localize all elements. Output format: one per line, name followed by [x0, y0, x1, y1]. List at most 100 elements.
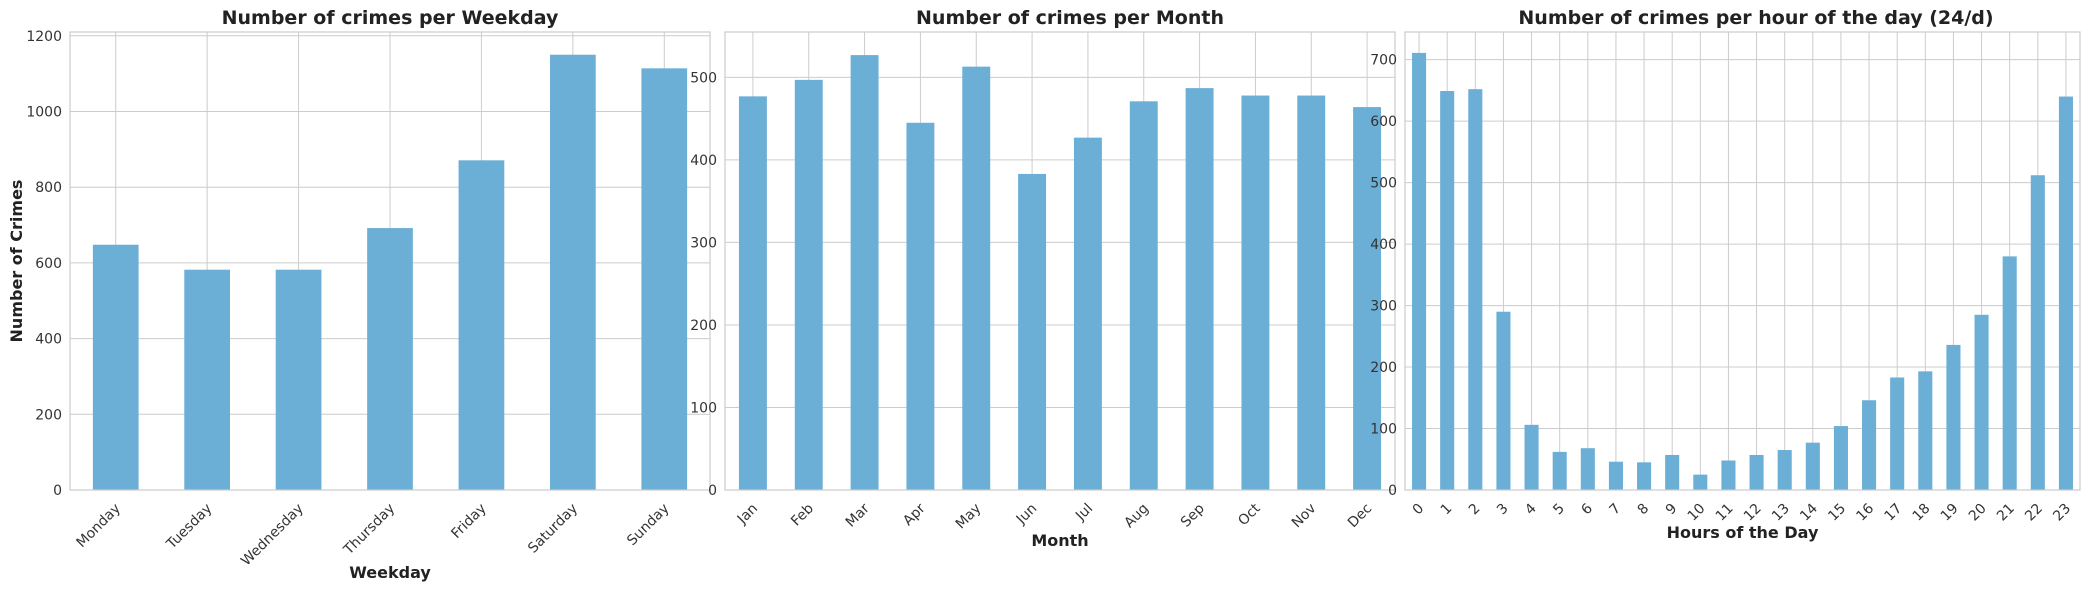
x-axis-label: Weekday [349, 563, 431, 582]
x-tick-label: Monday [74, 501, 124, 551]
bar-15 [1833, 426, 1848, 490]
y-tick-label: 700 [1370, 53, 1397, 69]
bar-oct [1241, 95, 1270, 490]
y-tick-label: 400 [690, 153, 717, 169]
x-tick-label: 14 [1797, 501, 1821, 525]
x-tick-label: 1 [1438, 501, 1456, 519]
y-tick-label: 0 [708, 483, 717, 499]
x-tick-label: Wednesday [238, 501, 307, 570]
y-tick-label: 200 [690, 318, 717, 334]
x-tick-label: 12 [1741, 501, 1765, 525]
x-axis-label: Month [1031, 531, 1088, 550]
x-tick-label: Jan [734, 501, 761, 528]
bar-6 [1580, 448, 1595, 490]
x-tick-label: 3 [1494, 501, 1512, 519]
x-axis-label: Hours of the Day [1667, 523, 1819, 542]
y-tick-label: 600 [1370, 114, 1397, 130]
bar-feb [794, 79, 823, 490]
x-tick-label: 19 [1938, 501, 1962, 525]
y-tick-label: 400 [1370, 237, 1397, 253]
bar-wednesday [275, 269, 322, 490]
bar-sep [1185, 88, 1214, 490]
bar-aug [1129, 101, 1158, 491]
y-tick-label: 0 [1388, 483, 1397, 499]
x-tick-label: 10 [1685, 501, 1709, 525]
bar-dec [1353, 107, 1382, 491]
bar-monday [92, 244, 139, 490]
bar-sunday [641, 68, 688, 490]
bar-11 [1721, 460, 1736, 490]
bar-18 [1918, 371, 1933, 490]
x-tick-label: 9 [1663, 501, 1681, 519]
chart-title: Number of crimes per Weekday [222, 7, 559, 29]
plot-frame [69, 31, 711, 491]
bar-jan [738, 96, 767, 491]
x-tick-label: Sep [1178, 501, 1208, 531]
x-tick-label: 0 [1410, 501, 1428, 519]
bar-2 [1468, 89, 1483, 490]
x-tick-label: Saturday [525, 501, 581, 557]
y-tick-label: 0 [53, 483, 62, 499]
chart-title: Number of crimes per Month [916, 7, 1224, 29]
y-tick-label: 300 [1370, 299, 1397, 315]
x-tick-label: 17 [1882, 501, 1906, 525]
bar-thursday [367, 228, 413, 490]
x-tick-label: Tuesday [163, 501, 215, 553]
bar-14 [1805, 442, 1820, 490]
y-tick-label: 200 [35, 407, 62, 423]
x-tick-label: Jun [1013, 501, 1040, 528]
bar-5 [1552, 451, 1567, 490]
x-tick-label: Sunday [624, 501, 672, 549]
bar-1 [1440, 91, 1455, 490]
x-tick-label: 13 [1769, 501, 1793, 525]
bar-nov [1297, 95, 1326, 490]
x-tick-label: 20 [1966, 501, 1990, 525]
bar-tuesday [184, 269, 230, 490]
bar-saturday [550, 54, 596, 490]
x-tick-label: 18 [1910, 501, 1934, 525]
x-tick-label: 21 [1994, 501, 2018, 525]
x-tick-label: Jul [1072, 501, 1096, 525]
bar-22 [2030, 175, 2045, 490]
y-tick-label: 200 [1370, 360, 1397, 376]
y-tick-label: 500 [690, 70, 717, 86]
x-tick-label: 8 [1635, 501, 1653, 519]
y-tick-label: 300 [690, 235, 717, 251]
x-tick-label: 16 [1853, 501, 1877, 525]
x-tick-label: 2 [1466, 501, 1484, 519]
x-tick-label: 22 [2022, 501, 2046, 525]
y-tick-label: 100 [690, 400, 717, 416]
bar-16 [1862, 400, 1877, 490]
bar-may [962, 66, 991, 491]
bar-17 [1890, 377, 1905, 490]
bar-12 [1749, 454, 1764, 490]
bar-9 [1665, 454, 1680, 490]
bar-jun [1018, 173, 1047, 491]
x-tick-label: Thursday [340, 501, 398, 559]
y-tick-label: 500 [1370, 176, 1397, 192]
y-tick-label: 1200 [26, 29, 62, 45]
y-tick-label: 800 [35, 180, 62, 196]
x-tick-label: 11 [1713, 501, 1737, 525]
x-tick-label: 4 [1522, 501, 1540, 519]
x-tick-label: Oct [1235, 500, 1264, 529]
x-tick-label: Aug [1121, 501, 1152, 532]
plot-frame [1404, 31, 2081, 491]
y-axis-label: Number of Crimes [7, 180, 26, 343]
bar-23 [2058, 96, 2073, 490]
bar-7 [1608, 461, 1623, 490]
bar-4 [1524, 424, 1539, 490]
weekday-chart: 0 200 400 600 800 1000 1200 Monday Tuesday Wednes… [7, 7, 711, 582]
y-tick-label: 600 [35, 256, 62, 272]
x-tick-label: 6 [1578, 501, 1596, 519]
bar-mar [850, 55, 879, 490]
x-tick-label: Nov [1289, 501, 1320, 532]
y-tick-label: 400 [35, 332, 62, 348]
bar-3 [1496, 311, 1511, 490]
month-chart: 0 100 200 300 400 500 Jan Feb Mar Apr May Jun Jul Aug… [690, 7, 1396, 550]
x-tick-label: Mar [843, 500, 873, 530]
bar-19 [1946, 344, 1961, 490]
x-tick-label: 15 [1825, 501, 1849, 525]
